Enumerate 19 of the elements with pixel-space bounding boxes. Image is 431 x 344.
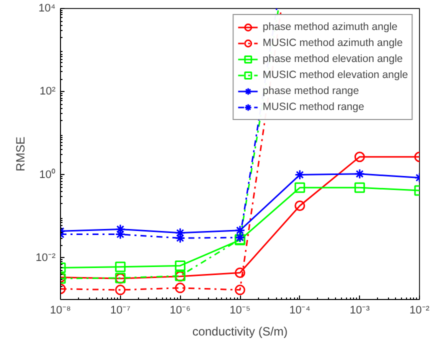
legend-label: MUSIC method range <box>262 100 364 115</box>
legend-label: phase method elevation angle <box>262 52 403 67</box>
x-tick-label: 10⁻⁵ <box>230 304 250 316</box>
x-tick-label: 10⁻⁶ <box>170 304 191 316</box>
x-tick-label: 10⁻⁷ <box>110 304 130 316</box>
x-tick-label: 10⁻⁴ <box>289 304 311 316</box>
legend-label: phase method range <box>262 84 359 99</box>
y-tick-label: 10² <box>40 86 56 98</box>
x-axis-title: conductivity (S/m) <box>192 324 288 338</box>
x-tick-label: 10⁻⁸ <box>50 304 71 316</box>
y-tick-label: 10⁴ <box>38 2 56 14</box>
x-tick-label: 10⁻² <box>410 304 430 316</box>
y-tick-label: 10⁻² <box>36 252 56 264</box>
x-tick-label: 10⁻³ <box>350 304 370 316</box>
legend-label: MUSIC method azimuth angle <box>262 36 403 51</box>
legend-label: MUSIC method elevation angle <box>262 68 408 83</box>
legend-label: phase method azimuth angle <box>262 20 398 35</box>
y-tick-label: 10⁰ <box>39 168 56 181</box>
y-axis-title: RMSE <box>14 136 28 172</box>
